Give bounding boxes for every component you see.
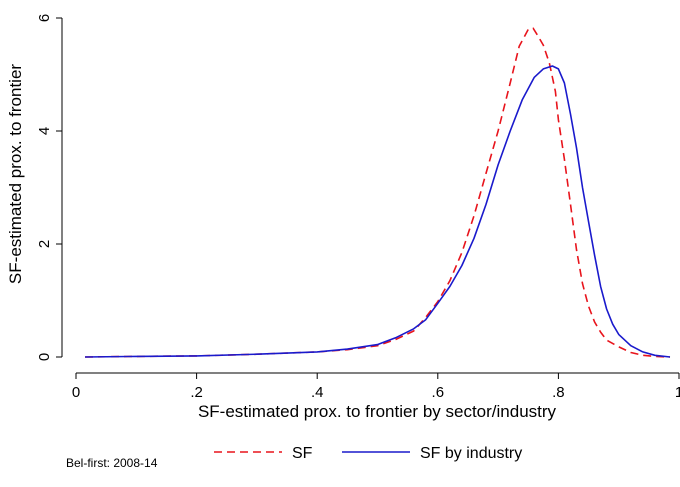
y-tick-label: 2	[36, 240, 53, 248]
x-tick-label: 0	[72, 384, 80, 401]
x-tick-label: .4	[311, 384, 324, 401]
legend-label-sf-by-industry: SF by industry	[420, 445, 522, 462]
series-layer	[84, 27, 671, 358]
x-tick-label: .8	[552, 384, 565, 401]
series-line-sf-by-industry	[84, 65, 671, 358]
x-axis-title: SF-estimated prox. to frontier by sector…	[198, 402, 557, 421]
y-axis-ticks: 0 2 4 6	[36, 14, 62, 361]
legend-label-sf: SF	[292, 445, 313, 462]
y-tick-label: 4	[36, 127, 53, 135]
legend: SF SF by industry	[214, 445, 522, 462]
x-tick-label: .6	[432, 384, 445, 401]
x-tick-label: .2	[190, 384, 203, 401]
series-line-sf	[84, 27, 671, 358]
y-tick-label: 6	[36, 14, 53, 22]
source-note: Bel-first: 2008-14	[66, 456, 158, 470]
x-tick-label: 1	[675, 384, 680, 401]
x-axis-ticks: 0 .2 .4 .6 .8 1	[72, 373, 680, 401]
y-tick-label: 0	[36, 353, 53, 361]
y-axis-title: SF-estimated prox. to frontier	[6, 64, 25, 284]
